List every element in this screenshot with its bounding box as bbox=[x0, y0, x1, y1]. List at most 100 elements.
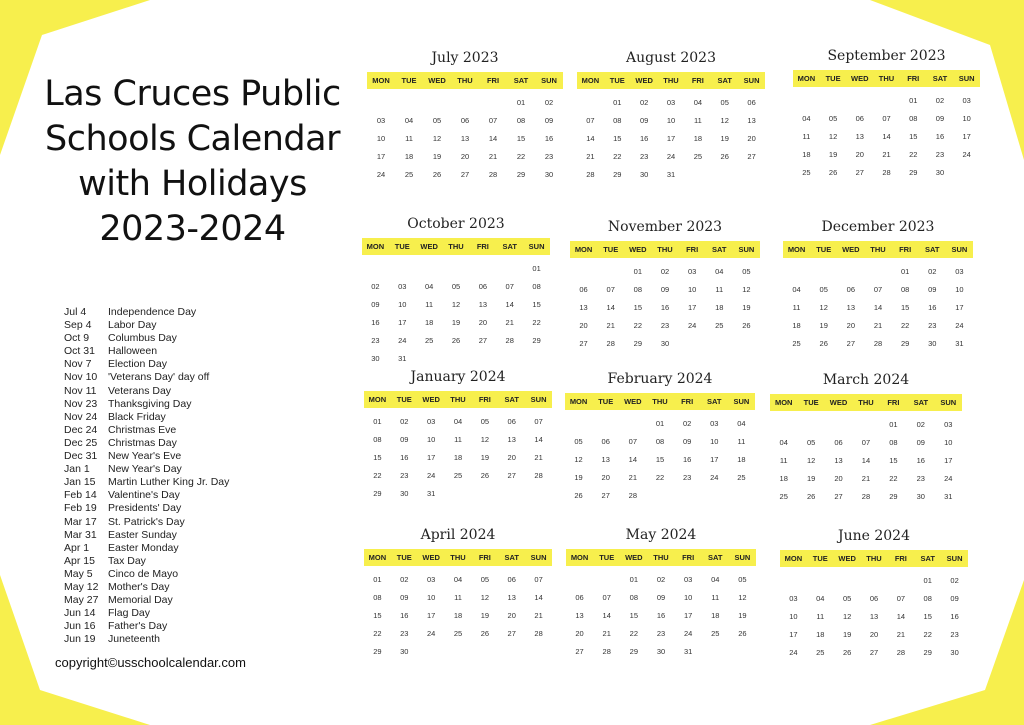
day-cell: 04 bbox=[404, 115, 414, 125]
weekday-label: THU bbox=[448, 242, 464, 251]
week-row: 27 28 29 30 31 bbox=[566, 642, 756, 660]
weekday-label: MON bbox=[368, 553, 387, 562]
day-cell: 19 bbox=[742, 302, 751, 312]
day-cell: 03 bbox=[944, 419, 953, 429]
day-cell: 24 bbox=[710, 472, 719, 482]
weekday-header: MON TUE WED THU FRI SAT SUN bbox=[780, 550, 968, 567]
day-cell: 07 bbox=[628, 436, 638, 446]
holiday-item: Jan 15 Martin Luther King Jr. Day bbox=[64, 476, 229, 489]
day-cell: 20 bbox=[575, 628, 584, 638]
day-cell: 03 bbox=[962, 95, 971, 105]
day-cell: 27 bbox=[747, 151, 756, 161]
day-cell: 12 bbox=[738, 592, 747, 602]
holiday-item: Nov 24 Black Friday bbox=[64, 411, 229, 424]
day-cell: 09 bbox=[682, 436, 692, 446]
day-cell: 19 bbox=[806, 473, 816, 483]
day-cell: 29 bbox=[373, 488, 382, 498]
day-cell: 01 bbox=[373, 416, 382, 426]
day-cell: 07 bbox=[534, 574, 543, 584]
day-cell: 21 bbox=[606, 320, 615, 330]
day-cell: 06 bbox=[846, 284, 856, 294]
day-cell: 16 bbox=[639, 133, 649, 143]
weekday-label: THU bbox=[878, 74, 895, 83]
day-cell: 14 bbox=[602, 610, 611, 620]
day-cell: 22 bbox=[900, 320, 910, 330]
holiday-item: Sep 4 Labor Day bbox=[64, 319, 229, 332]
day-cell: 08 bbox=[900, 284, 910, 294]
day-cell: 29 bbox=[909, 167, 918, 177]
day-cell: 01 bbox=[532, 263, 541, 273]
weekday-label: MON bbox=[797, 74, 816, 83]
day-cell: 30 bbox=[371, 353, 380, 363]
day-cell: 03 bbox=[789, 593, 798, 603]
day-cell: 04 bbox=[711, 574, 720, 584]
day-cell: 26 bbox=[819, 338, 828, 348]
day-cell: 21 bbox=[534, 452, 543, 462]
day-cell: 19 bbox=[432, 151, 442, 161]
month-title: September 2023 bbox=[827, 48, 946, 64]
holiday-date: Nov 7 bbox=[64, 358, 92, 371]
week-row: 07 08 09 10 11 12 13 bbox=[577, 111, 765, 129]
day-cell: 26 bbox=[738, 628, 747, 638]
day-cell: 29 bbox=[532, 335, 541, 345]
month-calendar: May 2024 MON TUE WED THU FRI SAT SUN 01 02 03 04 05 0… bbox=[566, 525, 756, 660]
holiday-item: May 27 Memorial Day bbox=[64, 594, 229, 607]
weekday-label: MON bbox=[570, 553, 589, 562]
day-cell: 28 bbox=[586, 169, 595, 179]
day-cell: 02 bbox=[656, 574, 666, 584]
day-cell: 09 bbox=[656, 592, 666, 602]
day-cell: 04 bbox=[802, 113, 811, 123]
holiday-name: New Year's Eve bbox=[108, 450, 182, 463]
day-cell: 25 bbox=[816, 647, 825, 657]
week-row: 15 16 17 18 19 20 21 bbox=[364, 606, 552, 624]
day-cell: 10 bbox=[962, 113, 971, 123]
week-row: 04 05 06 07 08 09 10 bbox=[770, 433, 962, 451]
day-cell: 12 bbox=[574, 454, 583, 464]
day-cell: 12 bbox=[720, 115, 729, 125]
day-cell: 29 bbox=[516, 169, 526, 179]
month-title: July 2023 bbox=[431, 50, 499, 66]
day-cell: 15 bbox=[373, 452, 382, 462]
day-cell: 19 bbox=[480, 610, 490, 620]
weekday-label: WED bbox=[838, 554, 856, 563]
day-cell: 10 bbox=[666, 115, 676, 125]
day-cell: 27 bbox=[507, 628, 516, 638]
day-cell: 05 bbox=[828, 113, 838, 123]
weekday-label: MON bbox=[774, 398, 793, 407]
day-cell: 10 bbox=[376, 133, 386, 143]
day-cell: 15 bbox=[633, 302, 643, 312]
month-calendar: November 2023 MON TUE WED THU FRI SAT SUN 01 02 03… bbox=[570, 217, 760, 352]
month-title: April 2024 bbox=[420, 527, 496, 543]
day-cell: 08 bbox=[373, 592, 382, 602]
weekday-label: TUE bbox=[598, 397, 614, 406]
day-cell: 06 bbox=[575, 592, 584, 602]
day-cell: 14 bbox=[896, 611, 906, 621]
day-cell: 10 bbox=[789, 611, 798, 621]
day-cell: 22 bbox=[923, 629, 932, 639]
day-cell: 17 bbox=[789, 629, 798, 639]
weekday-label: WED bbox=[428, 76, 446, 85]
day-cell: 18 bbox=[711, 610, 720, 620]
day-cell: 15 bbox=[655, 454, 665, 464]
day-cell: 07 bbox=[606, 284, 615, 294]
weekday-label: TUE bbox=[816, 245, 832, 254]
day-cell: 09 bbox=[400, 592, 409, 602]
day-cell: 17 bbox=[683, 610, 693, 620]
title-line: Schools Calendar bbox=[45, 119, 340, 159]
day-cell: 08 bbox=[655, 436, 665, 446]
holiday-item: Mar 17 St. Patrick's Day bbox=[64, 516, 229, 529]
day-cell: 05 bbox=[574, 436, 583, 446]
holiday-name: Easter Monday bbox=[108, 541, 179, 554]
week-row: 29 30 31 bbox=[364, 484, 552, 502]
day-cell: 20 bbox=[507, 610, 516, 620]
day-cell: 19 bbox=[574, 472, 583, 482]
week-row: 03 04 05 06 07 08 09 bbox=[367, 111, 563, 129]
weekday-label: FRI bbox=[478, 553, 491, 562]
day-cell: 08 bbox=[633, 284, 643, 294]
day-cell: 04 bbox=[453, 574, 463, 584]
weekday-label: SUN bbox=[743, 76, 760, 85]
day-cell: 27 bbox=[601, 490, 610, 500]
weekday-label: MON bbox=[574, 245, 593, 254]
day-cell: 24 bbox=[376, 169, 386, 179]
day-cell: 08 bbox=[532, 281, 541, 291]
